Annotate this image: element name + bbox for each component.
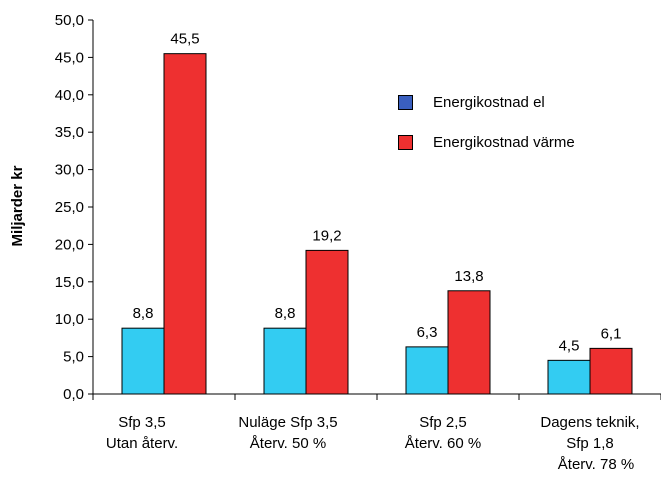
x-category-label: Dagens teknik, Sfp 1,8 Återv. 78 % [540,414,639,473]
bar-el [405,346,449,395]
y-tick-label: 50,0 [55,12,84,29]
bar-value-label: 13,8 [454,268,483,285]
y-tick-label: 0,0 [63,386,84,403]
bar-varme [305,249,349,395]
bar-varme [589,347,633,395]
y-axis-label: Miljarder kr [9,165,26,246]
value-labels: 8,8 45,5 8,8 19,2 6,3 13,8 4,5 6,1 [133,31,622,355]
bar-varme [447,290,491,395]
y-tick-label: 15,0 [55,274,84,291]
bar-el [121,327,165,395]
bar-value-label: 6,3 [417,324,438,341]
y-tick-label: 20,0 [55,236,84,253]
bar-value-label: 4,5 [559,337,580,354]
x-category-label: Sfp 3,5 Utan återv. [106,414,178,452]
x-category-label-line: Sfp 3,5 [118,414,166,431]
x-category-label: Nuläge Sfp 3,5 Återv. 50 % [238,414,337,452]
x-category-label: Sfp 2,5 Återv. 60 % [405,414,481,452]
legend-swatch-varme [398,134,413,150]
x-category-label-line: Sfp 2,5 [419,414,467,431]
legend-label-varme: Energikostnad värme [433,133,575,151]
legend-swatch-el [398,94,413,110]
y-tick-label: 45,0 [55,49,84,66]
bar-el [263,327,307,395]
bar-value-label: 19,2 [312,227,341,244]
x-axis-labels: Sfp 3,5 Utan återv. Nuläge Sfp 3,5 Återv. 5… [106,414,640,473]
legend-item-varme: Energikostnad värme [398,132,575,152]
x-category-label-line: Återv. 50 % [250,435,326,452]
y-tick-label: 35,0 [55,124,84,141]
legend: Energikostnad el Energikostnad värme [398,92,575,172]
y-tick-label: 25,0 [55,199,84,216]
bar-group [121,53,633,395]
x-category-label-line: Återv. 60 % [405,435,481,452]
bar-value-label: 6,1 [601,325,622,342]
x-category-label-line: Dagens teknik, [540,414,639,431]
bar-varme [163,53,207,395]
legend-item-el: Energikostnad el [398,92,575,112]
x-category-label-line: Återv. 78 % [558,456,634,473]
x-category-label-line: Nuläge Sfp 3,5 [238,414,337,431]
y-axis-ticks: 0,0 5,0 10,0 15,0 20,0 25,0 30,0 35,0 40,0 45,0 50… [55,12,661,403]
y-tick-label: 10,0 [55,311,84,328]
y-tick-label: 30,0 [55,162,84,179]
bar-value-label: 45,5 [170,31,199,48]
legend-label-el: Energikostnad el [433,93,545,111]
y-tick-label: 5,0 [63,349,84,366]
x-category-label-line: Sfp 1,8 [566,435,614,452]
x-category-label-line: Utan återv. [106,435,178,452]
y-tick-label: 40,0 [55,87,84,104]
bar-value-label: 8,8 [275,305,296,322]
bar-value-label: 8,8 [133,305,154,322]
bar-el [547,359,591,395]
